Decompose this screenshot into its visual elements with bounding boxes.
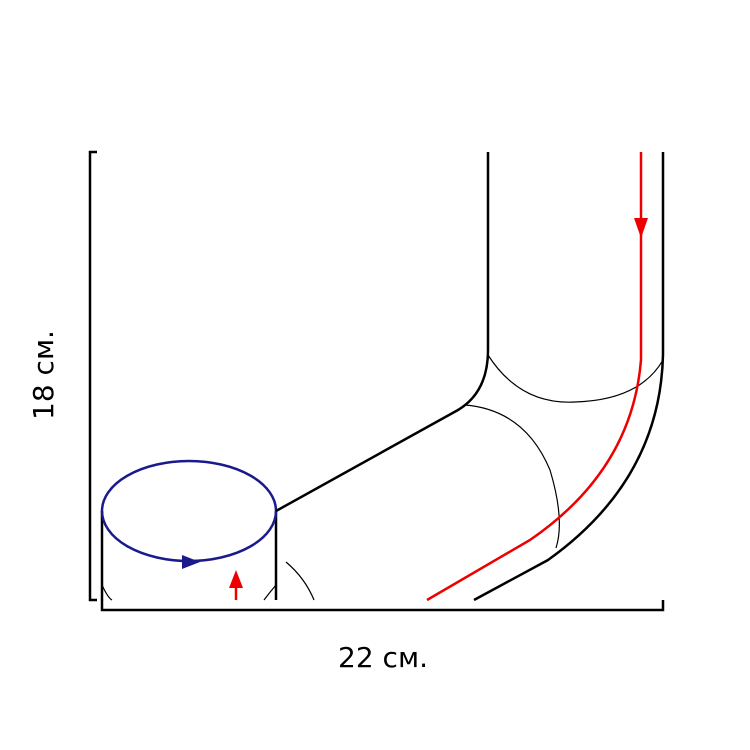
pipe-inner-edge: [275, 152, 490, 513]
pipe-outer-edge: [473, 152, 665, 602]
elbow-arc: [487, 354, 664, 403]
height-label: 18 см.: [27, 330, 60, 420]
red-flow: [426, 152, 643, 602]
width-label: 22 см.: [338, 641, 428, 674]
pipe-arc: [285, 561, 315, 601]
red-arrow: [229, 570, 243, 588]
blue-loop: [100, 459, 278, 563]
elbow-arc: [464, 404, 560, 549]
cylinder-base-arc: [101, 584, 113, 601]
width-bracket: [100, 600, 665, 612]
height-bracket: [88, 150, 97, 602]
red-arrow: [634, 218, 648, 238]
cylinder-base-arc: [263, 584, 277, 601]
blue-arrow: [182, 555, 200, 569]
